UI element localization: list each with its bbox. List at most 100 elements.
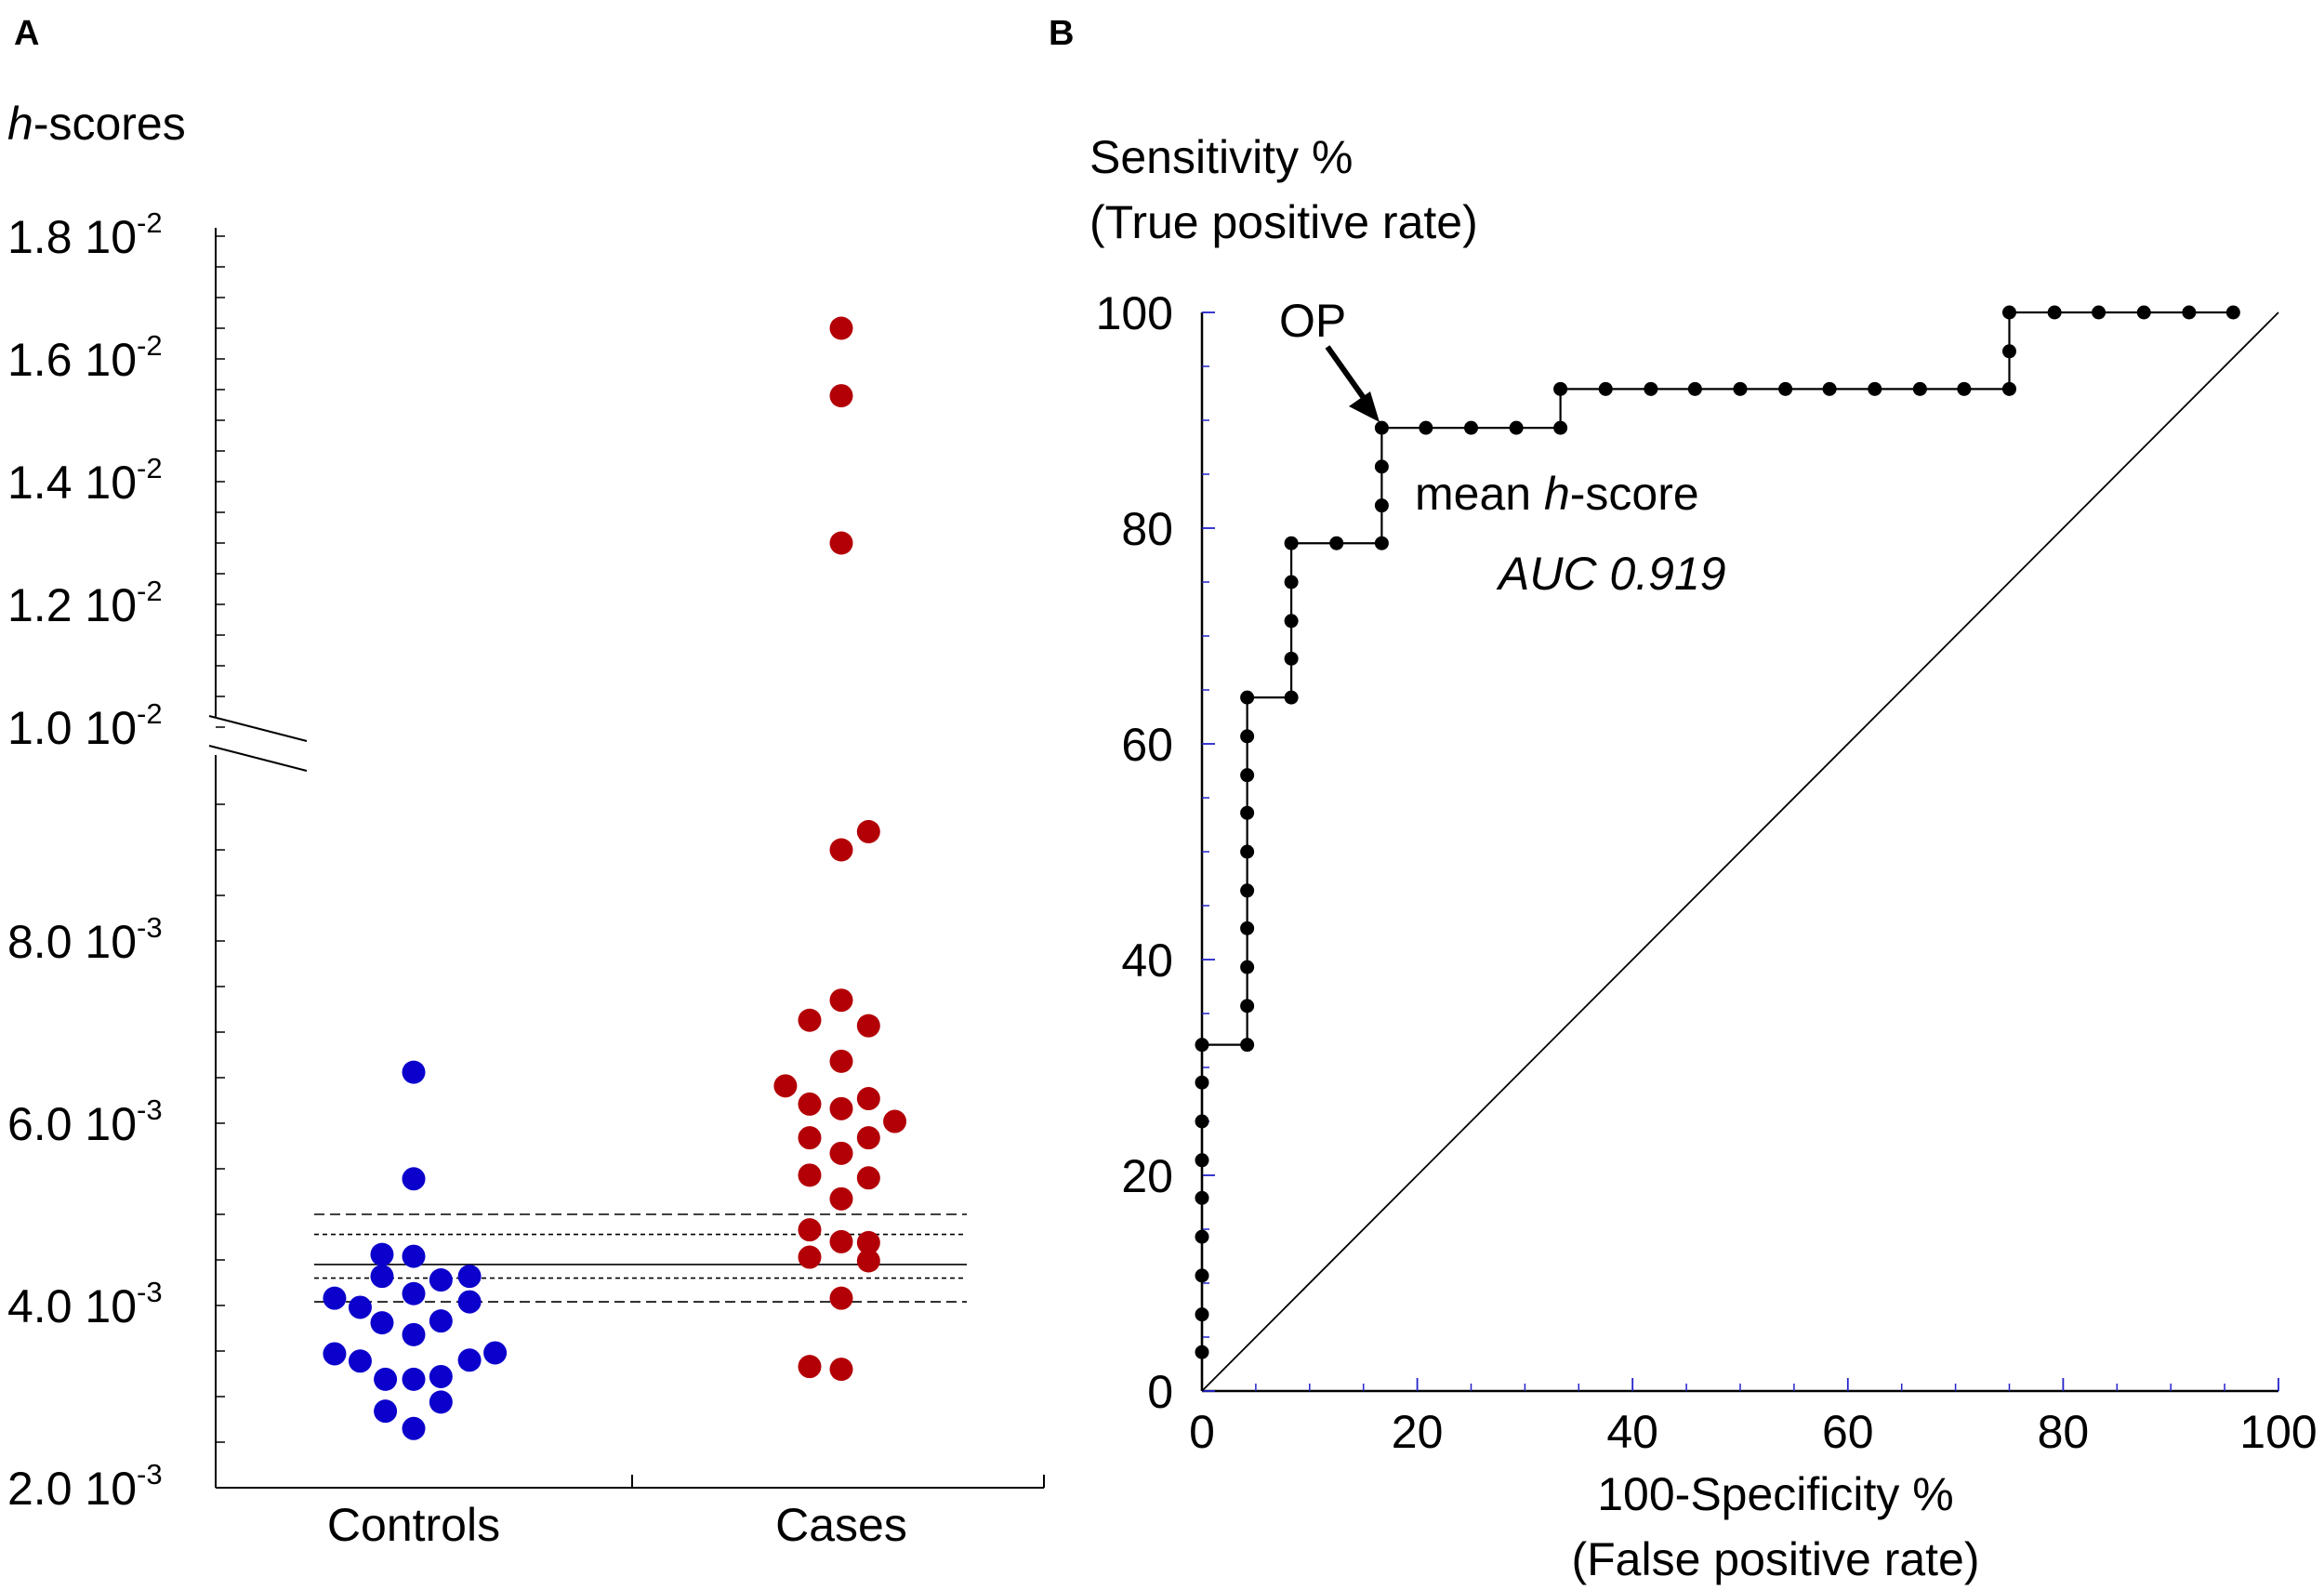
roc-point — [1240, 960, 1255, 974]
mean-label-prefix: mean — [1415, 468, 1544, 520]
controls-point — [402, 1322, 426, 1346]
category-label-cases: Cases — [775, 1499, 907, 1551]
op-label: OP — [1279, 295, 1346, 347]
y-tick-exponent: -3 — [137, 1093, 163, 1126]
y-tick-mantissa: 1.0 10 — [7, 702, 137, 754]
roc-point — [1284, 536, 1299, 550]
controls-point — [348, 1295, 372, 1319]
controls-point — [323, 1342, 347, 1366]
roc-step-line — [1200, 311, 2234, 1391]
roc-point — [2225, 305, 2240, 320]
roc-point — [1284, 614, 1299, 629]
cases-point — [829, 1229, 853, 1253]
y-tick-mantissa: 6.0 10 — [7, 1098, 137, 1150]
y-tick-label-a: 1.0 10-2 — [7, 697, 163, 754]
panel-b-label: B — [1049, 14, 1074, 53]
roc-point — [1195, 1268, 1209, 1283]
y-tick-exponent: -2 — [137, 206, 163, 239]
cases-point — [829, 1186, 853, 1211]
cases-point — [856, 1230, 880, 1254]
controls-point — [457, 1348, 482, 1372]
controls-point — [402, 1244, 426, 1268]
roc-point — [1240, 690, 1255, 705]
y-tick-label-a: 2.0 10-3 — [7, 1458, 163, 1515]
roc-point — [2136, 305, 2151, 320]
y-tick-label-b: 80 — [1121, 503, 1173, 555]
panel-a-y-title-italic: h — [7, 98, 33, 150]
x-tick-label-b: 60 — [1822, 1406, 1874, 1458]
cases-point — [829, 531, 853, 555]
roc-point — [1240, 921, 1255, 935]
category-label-controls: Controls — [327, 1499, 500, 1551]
controls-point — [457, 1265, 482, 1289]
y-tick-label-a: 1.8 10-2 — [7, 206, 163, 263]
roc-point — [1957, 381, 1972, 396]
roc-point — [1778, 381, 1793, 396]
cases-point — [829, 1096, 853, 1120]
roc-point — [2002, 381, 2016, 396]
cases-point — [829, 838, 853, 862]
controls-point — [323, 1286, 347, 1310]
cases-point — [883, 1109, 907, 1133]
y-tick-exponent: -3 — [137, 1276, 163, 1308]
controls-point — [429, 1364, 453, 1388]
y-tick-mantissa: 1.4 10 — [7, 457, 137, 509]
roc-point — [1195, 1345, 1209, 1359]
axis-break-mark-2 — [208, 745, 308, 772]
controls-point — [402, 1060, 426, 1084]
roc-point — [1240, 1038, 1255, 1053]
y-tick-mantissa: 1.2 10 — [7, 579, 137, 631]
auc-label: AUC 0.919 — [1496, 548, 1726, 600]
roc-point — [1374, 498, 1389, 513]
controls-point — [429, 1268, 453, 1292]
y-tick-label-a: 1.6 10-2 — [7, 329, 163, 386]
panel-a-y-title-rest: -scores — [33, 98, 186, 150]
y-tick-label-b: 20 — [1121, 1150, 1173, 1202]
reference-diagonal — [1201, 311, 2279, 1392]
roc-point — [1195, 1229, 1209, 1244]
controls-point — [402, 1367, 426, 1391]
panel-b-axes: 0 20 40 60 80 100 0 20 40 60 80 100 — [1096, 287, 2317, 1458]
panel-b-roc-curve — [1195, 305, 2279, 1392]
cases-point — [798, 1245, 822, 1269]
roc-point — [1195, 1038, 1209, 1053]
mean-h-score-label: mean h-score — [1415, 468, 1699, 520]
roc-point — [1240, 999, 1255, 1014]
roc-point — [1195, 1153, 1209, 1168]
roc-point — [1822, 381, 1837, 396]
y-tick-exponent: -3 — [137, 1458, 163, 1491]
roc-point — [1240, 768, 1255, 783]
controls-point — [483, 1341, 508, 1365]
cases-point — [829, 1286, 853, 1310]
roc-point — [2047, 305, 2062, 320]
controls-point — [429, 1390, 453, 1414]
y-tick-mantissa: 1.6 10 — [7, 334, 137, 386]
roc-point — [1598, 381, 1613, 396]
x-tick-label-b: 20 — [1392, 1406, 1444, 1458]
roc-point — [1464, 420, 1478, 435]
roc-point — [1240, 844, 1255, 859]
roc-point — [2092, 305, 2106, 320]
controls-point — [402, 1281, 426, 1305]
roc-point — [1374, 536, 1389, 550]
panel-b-y-title-line2: (True positive rate) — [1089, 196, 1478, 248]
cases-point — [829, 384, 853, 408]
y-tick-mantissa: 1.8 10 — [7, 211, 137, 263]
roc-point — [1644, 381, 1658, 396]
controls-point — [374, 1399, 398, 1424]
mean-label-italic: h — [1544, 468, 1570, 520]
roc-point — [1240, 729, 1255, 744]
roc-point — [1240, 805, 1255, 820]
roc-point — [1553, 420, 1568, 435]
x-tick-label-b: 80 — [2038, 1406, 2090, 1458]
cases-point — [856, 819, 880, 843]
y-tick-mantissa: 8.0 10 — [7, 916, 137, 968]
panel-a-reference-lines — [314, 1213, 967, 1303]
roc-point — [2182, 305, 2197, 320]
panel-a-points — [323, 316, 907, 1440]
cases-point — [829, 1358, 853, 1382]
x-tick-label-b: 100 — [2239, 1406, 2317, 1458]
roc-point — [1284, 651, 1299, 666]
panel-a-y-title: h-scores — [7, 98, 186, 150]
